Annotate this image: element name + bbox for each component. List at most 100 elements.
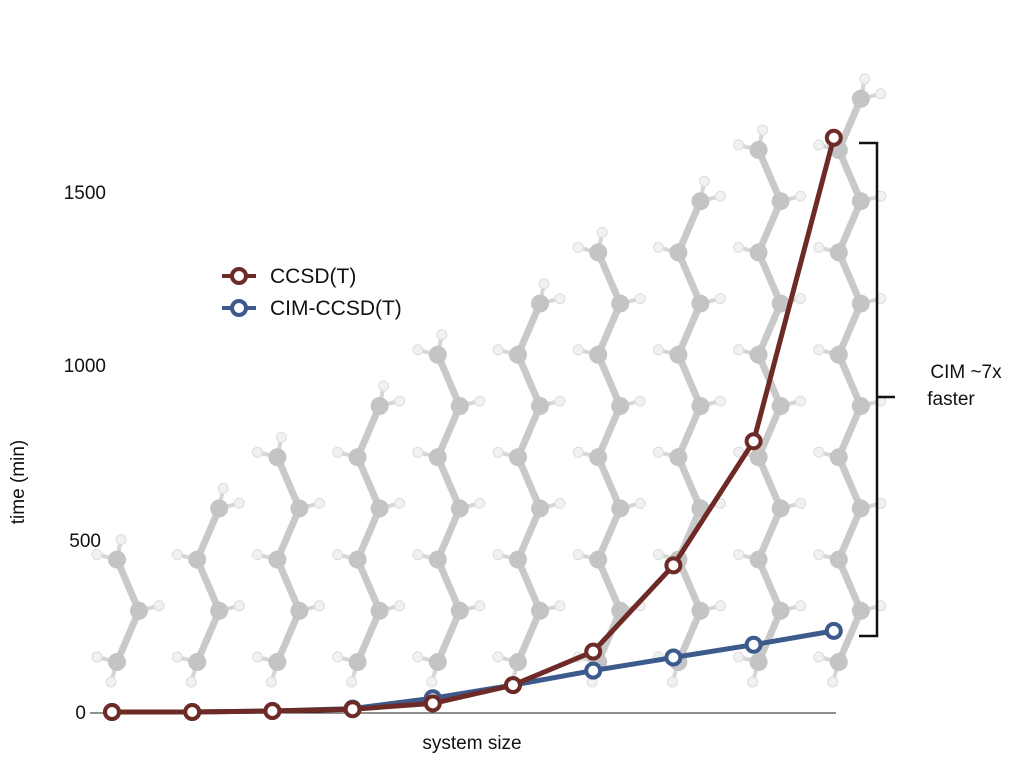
carbon-atom <box>829 243 848 262</box>
hydrogen-atom <box>634 293 646 305</box>
speedup-bracket <box>859 141 895 638</box>
y-tick-label: 1500 <box>64 183 106 204</box>
molecule-bond <box>835 197 865 256</box>
hydrogen-atom <box>757 124 769 136</box>
hydrogen-atom <box>813 139 825 151</box>
molecule-bond <box>755 607 785 666</box>
carbon-atom <box>749 550 768 569</box>
molecule-bond <box>193 504 223 564</box>
hydrogen-atom <box>795 497 807 509</box>
molecule-bond <box>514 453 544 512</box>
carbon-atom <box>771 294 790 313</box>
molecule-bond <box>674 607 704 666</box>
molecule-bond <box>193 607 223 666</box>
hydrogen-atom <box>795 293 807 305</box>
hydrogen-atom <box>733 344 745 356</box>
molecule-bond <box>755 197 785 256</box>
carbon-atom <box>531 397 549 415</box>
molecule-bond <box>354 607 384 666</box>
hydrogen-atom <box>233 600 245 612</box>
hydrogen-atom <box>652 344 664 356</box>
carbon-atom <box>851 192 870 211</box>
carbon-atom <box>531 601 549 620</box>
molecule-carbons <box>108 89 870 671</box>
carbon-atom <box>611 294 630 313</box>
hydrogen-atom <box>698 175 710 187</box>
molecule-bond <box>755 556 785 615</box>
carbon-atom <box>428 653 447 671</box>
legend-marker-cim-ccsdt <box>230 299 248 317</box>
molecule-bonds <box>95 76 883 684</box>
molecule-bond <box>434 556 464 615</box>
hydrogen-atom <box>652 446 664 458</box>
hydrogen-atom <box>554 497 566 509</box>
carbon-atom <box>749 345 768 364</box>
carbon-atom <box>428 345 447 364</box>
data-point-ccsd-t <box>263 702 282 720</box>
carbon-atom <box>428 448 447 467</box>
carbon-atom <box>450 397 469 415</box>
series-line-ccsd-t <box>112 137 837 715</box>
carbon-atom <box>509 653 527 671</box>
hydrogen-atom <box>153 600 165 612</box>
hydrogen-atom <box>474 600 486 612</box>
data-point-cim-ccsd-t <box>824 621 843 640</box>
carbon-atom <box>509 345 527 364</box>
hydrogen-atom <box>394 600 406 612</box>
hydrogen-atom <box>233 497 245 509</box>
hydrogen-atom <box>346 676 358 688</box>
molecule-bond <box>594 300 624 359</box>
molecule-hydrogens <box>91 73 887 688</box>
hydrogen-atom <box>275 431 287 443</box>
y-tick-label: 0 <box>75 703 86 724</box>
carbon-atom <box>210 499 229 518</box>
carbon-atom <box>749 141 768 159</box>
molecule-bond <box>514 300 544 359</box>
hydrogen-atom <box>412 651 424 663</box>
data-point-ccsd-t <box>664 556 683 575</box>
carbon-atom <box>691 192 710 211</box>
hydrogen-atom <box>185 676 197 688</box>
x-axis-title: system size <box>422 733 521 754</box>
hydrogen-atom <box>572 549 584 561</box>
carbon-atom <box>531 294 549 313</box>
molecule-bond <box>434 453 464 512</box>
molecule-bond <box>594 556 624 615</box>
data-point-ccsd-t <box>504 676 522 695</box>
molecule-bond <box>434 402 464 461</box>
hydrogen-atom <box>332 446 344 458</box>
hydrogen-atom <box>105 676 117 688</box>
carbon-atom <box>669 243 688 262</box>
carbon-atom <box>829 550 848 569</box>
hydrogen-atom <box>875 88 887 100</box>
molecule-bond <box>835 95 865 154</box>
molecule-bond <box>835 300 865 359</box>
carbon-atom <box>691 294 710 313</box>
molecule-bond <box>354 504 384 564</box>
molecule-bond <box>755 146 785 205</box>
hydrogen-atom <box>572 344 584 356</box>
molecule-bond <box>674 402 704 461</box>
series-ccsd-t <box>103 128 843 721</box>
carbon-atom <box>130 601 148 620</box>
hydrogen-atom <box>492 549 504 561</box>
hydrogen-atom <box>572 241 584 253</box>
carbon-atom <box>188 550 207 569</box>
carbon-atom <box>268 448 287 467</box>
hydrogen-atom <box>813 549 825 561</box>
carbon-atom <box>829 653 848 671</box>
hydrogen-atom <box>436 329 448 341</box>
molecule-bond <box>594 504 624 564</box>
hydrogen-atom <box>426 676 438 688</box>
hydrogen-atom <box>115 534 127 546</box>
carbon-atom <box>188 653 207 671</box>
hydrogen-atom <box>714 600 726 612</box>
legend-marker-ccsdt <box>230 267 248 285</box>
carbon-atom <box>749 243 768 262</box>
hydrogen-atom <box>666 676 678 688</box>
carbon-atom <box>749 448 768 467</box>
hydrogen-atom <box>634 497 646 509</box>
molecule-bond <box>674 300 704 359</box>
carbon-atom <box>771 397 790 415</box>
hydrogen-atom <box>733 139 745 151</box>
